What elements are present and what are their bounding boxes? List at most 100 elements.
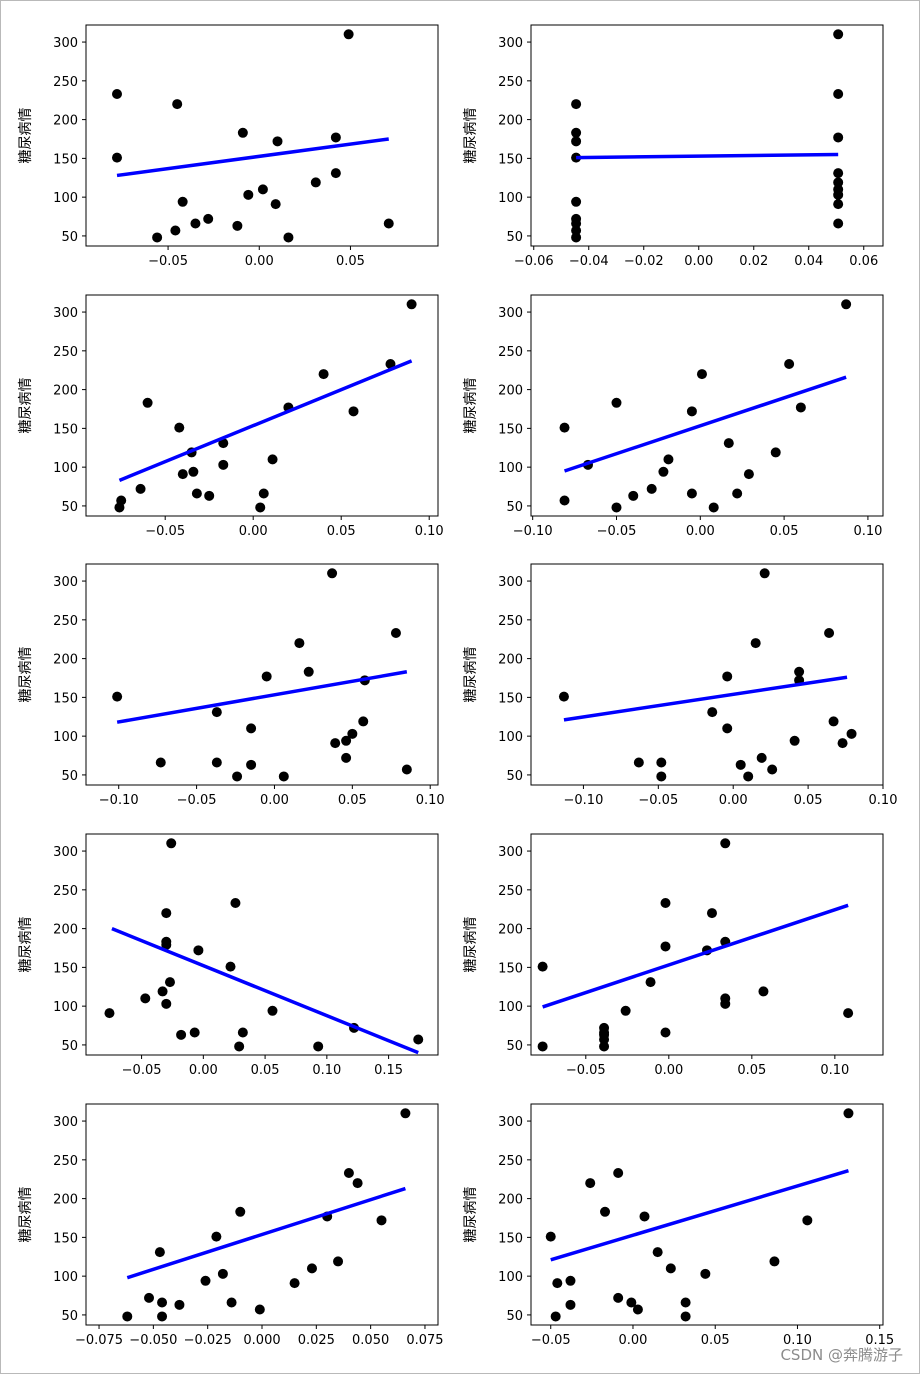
scatter-point <box>658 466 669 477</box>
scatter-point <box>611 502 622 513</box>
x-tick-label: −0.05 <box>566 1063 606 1078</box>
scatter-point <box>620 1005 631 1016</box>
y-tick-label: 50 <box>61 230 78 245</box>
y-tick-label: 200 <box>53 653 78 668</box>
x-tick-label: 0.15 <box>374 1063 403 1078</box>
x-tick-label: 0.10 <box>869 793 898 808</box>
scatter-point <box>758 986 769 997</box>
y-tick-label: 150 <box>498 961 523 976</box>
y-tick-label: 200 <box>498 1193 523 1208</box>
scatter-point <box>833 168 844 179</box>
scatter-point <box>795 402 806 413</box>
scatter-point <box>188 466 199 477</box>
scatter-point <box>632 1304 643 1315</box>
scatter-point <box>303 666 314 677</box>
scatter-point <box>341 752 352 763</box>
scatter-point <box>537 961 548 972</box>
scatter-point <box>696 369 707 380</box>
axes-frame <box>530 294 884 517</box>
y-tick-label: 100 <box>498 461 523 476</box>
x-tick-label: 0.10 <box>853 524 882 539</box>
scatter-point <box>599 1041 610 1052</box>
y-tick-label: 300 <box>53 845 78 860</box>
scatter-point <box>104 1008 115 1019</box>
scatter-point <box>347 728 358 739</box>
scatter-point <box>358 716 369 727</box>
scatter-point <box>177 196 188 207</box>
scatter-point <box>254 1304 265 1315</box>
scatter-point <box>232 220 243 231</box>
scatter-point <box>226 1297 237 1308</box>
x-tick-label: −0.05 <box>177 793 217 808</box>
subplot-7: 50 100 150 200 250 300 −0.05 0.00 0.05 0.10 0.15 糖尿… <box>18 833 439 1078</box>
x-tick-label: 0.050 <box>352 1333 389 1348</box>
scatter-point <box>413 1034 424 1045</box>
scatter-point <box>243 189 254 200</box>
scatter-point <box>157 986 168 997</box>
scatter-point <box>613 1292 624 1303</box>
scatter-point <box>270 199 281 210</box>
scatter-point <box>135 483 146 494</box>
x-tick-label: 0.00 <box>245 254 274 269</box>
scatter-point <box>140 993 151 1004</box>
y-tick-label: 200 <box>53 923 78 938</box>
scatter-point <box>789 735 800 746</box>
x-tick-label: 0.06 <box>849 254 878 269</box>
scatter-point <box>406 299 417 310</box>
scatter-point <box>660 1027 671 1038</box>
y-tick-label: 100 <box>498 191 523 206</box>
scatter-point <box>571 232 582 243</box>
scatter-point <box>267 454 278 465</box>
scatter-point <box>833 177 844 188</box>
y-tick-label: 250 <box>53 345 78 360</box>
scatter-point <box>571 225 582 236</box>
x-tick-label: −0.050 <box>129 1333 177 1348</box>
scatter-point <box>611 397 622 408</box>
x-tick-label: −0.05 <box>531 1333 571 1348</box>
scatter-point <box>652 1247 663 1258</box>
scatter-point <box>571 127 582 138</box>
scatter-point <box>633 757 644 768</box>
scatter-point <box>626 1297 637 1308</box>
scatter-point <box>204 490 215 501</box>
scatter-point <box>142 397 153 408</box>
x-tick-label: 0.075 <box>406 1333 443 1348</box>
scatter-point <box>665 1263 676 1274</box>
scatter-point <box>172 99 183 110</box>
scatter-point <box>383 218 394 229</box>
scatter-point <box>550 1311 561 1322</box>
scatter-point <box>318 369 329 380</box>
scatter-point <box>833 199 844 210</box>
x-tick-label: 0.10 <box>820 1063 849 1078</box>
y-axis-label: 糖尿病情 <box>463 378 479 434</box>
y-tick-label: 100 <box>53 461 78 476</box>
scatter-point <box>348 406 359 417</box>
regression-line <box>576 152 839 160</box>
scatter-point <box>552 1278 563 1289</box>
regression-line <box>542 903 849 1009</box>
y-tick-label: 100 <box>498 1270 523 1285</box>
scatter-point <box>735 759 746 770</box>
scatter-point <box>660 941 671 952</box>
scatter-point <box>164 977 175 988</box>
scatter-point <box>352 1178 363 1189</box>
scatter-point <box>161 939 172 950</box>
scatter-point <box>743 771 754 782</box>
scatter-point <box>686 406 697 417</box>
y-tick-label: 100 <box>53 1000 78 1015</box>
y-tick-label: 150 <box>53 691 78 706</box>
scatter-point <box>656 771 667 782</box>
scatter-point <box>794 666 805 677</box>
scatter-point <box>330 168 341 179</box>
scatter-point <box>559 495 570 506</box>
scatter-point <box>770 447 781 458</box>
regression-line <box>118 359 413 482</box>
scatter-point <box>152 232 163 243</box>
scatter-point <box>267 1005 278 1016</box>
x-tick-label: 0.10 <box>415 524 444 539</box>
y-tick-label: 250 <box>53 614 78 629</box>
subplot-4: 50 100 150 200 250 300 −0.10 −0.05 0.00 0.05 0.10 糖… <box>463 294 884 539</box>
scatter-point <box>176 1029 187 1040</box>
scatter-point <box>700 1268 711 1279</box>
y-tick-label: 100 <box>53 191 78 206</box>
